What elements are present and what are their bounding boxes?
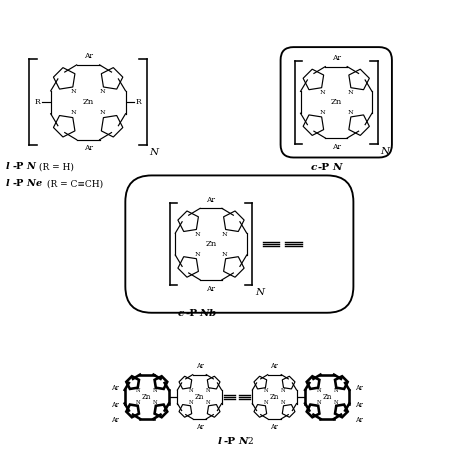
- Text: R: R: [136, 98, 142, 106]
- Text: N: N: [332, 163, 341, 172]
- Text: N: N: [194, 232, 200, 237]
- Text: N: N: [347, 109, 353, 115]
- Text: Ar: Ar: [111, 401, 119, 409]
- Text: N: N: [381, 146, 390, 155]
- Text: N: N: [153, 388, 158, 393]
- Text: e: e: [36, 180, 42, 189]
- Text: Ar: Ar: [207, 196, 216, 204]
- Text: N: N: [222, 252, 228, 256]
- Text: Ar: Ar: [83, 52, 92, 60]
- Text: N: N: [281, 388, 285, 393]
- Text: Zn: Zn: [195, 393, 204, 401]
- Text: -P: -P: [12, 180, 23, 189]
- Text: Ar: Ar: [111, 384, 119, 392]
- Text: N: N: [334, 388, 338, 393]
- Text: N: N: [316, 401, 321, 405]
- Text: N: N: [206, 401, 210, 405]
- Text: N: N: [189, 401, 193, 405]
- Text: N: N: [26, 180, 35, 189]
- Text: N: N: [319, 109, 325, 115]
- Text: N: N: [238, 437, 247, 446]
- Text: N: N: [222, 232, 228, 237]
- Text: N: N: [264, 401, 268, 405]
- Text: Zn: Zn: [205, 240, 217, 248]
- Text: 2: 2: [247, 437, 253, 446]
- Text: (R = H): (R = H): [36, 163, 73, 172]
- Text: Ar: Ar: [207, 284, 216, 292]
- Text: Ar: Ar: [196, 423, 203, 431]
- Text: N: N: [347, 90, 353, 95]
- Text: Ar: Ar: [332, 143, 341, 151]
- Text: N: N: [71, 90, 76, 94]
- Text: N: N: [153, 401, 158, 405]
- Text: N: N: [189, 388, 193, 393]
- Text: N: N: [281, 401, 285, 405]
- Text: (R = C≡CH): (R = C≡CH): [44, 180, 103, 189]
- Text: -P: -P: [224, 437, 236, 446]
- Text: N: N: [26, 163, 35, 172]
- Text: N: N: [255, 288, 264, 297]
- Text: Ar: Ar: [111, 416, 119, 424]
- Text: l: l: [5, 180, 9, 189]
- Text: Ar: Ar: [271, 362, 278, 370]
- Text: N: N: [334, 401, 338, 405]
- Text: N: N: [100, 90, 106, 94]
- Text: Ar: Ar: [355, 401, 363, 409]
- Text: -P: -P: [185, 309, 198, 318]
- Text: R: R: [35, 98, 40, 106]
- Text: c: c: [310, 163, 317, 172]
- Text: N: N: [319, 90, 325, 95]
- Text: Ar: Ar: [271, 423, 278, 431]
- Text: N: N: [194, 252, 200, 256]
- Text: Zn: Zn: [331, 98, 342, 106]
- Text: -P: -P: [12, 163, 23, 172]
- Text: l: l: [5, 163, 9, 172]
- Text: -P: -P: [318, 163, 330, 172]
- Text: N: N: [149, 148, 158, 157]
- Text: Zn: Zn: [82, 98, 94, 106]
- Text: N: N: [316, 388, 321, 393]
- Text: N: N: [206, 388, 210, 393]
- Text: b: b: [209, 309, 216, 318]
- Text: Zn: Zn: [142, 393, 152, 401]
- Text: Zn: Zn: [322, 393, 332, 401]
- Text: N: N: [136, 401, 140, 405]
- Text: Ar: Ar: [83, 145, 92, 153]
- Text: N: N: [100, 110, 106, 115]
- Text: N: N: [264, 388, 268, 393]
- Text: N: N: [71, 110, 76, 115]
- Text: Ar: Ar: [332, 54, 341, 62]
- Text: c: c: [178, 309, 184, 318]
- Text: Ar: Ar: [355, 384, 363, 392]
- Text: Ar: Ar: [196, 362, 203, 370]
- Text: Zn: Zn: [270, 393, 279, 401]
- Text: Ar: Ar: [355, 416, 363, 424]
- Text: N: N: [200, 309, 209, 318]
- Text: l: l: [217, 437, 221, 446]
- Text: N: N: [136, 388, 140, 393]
